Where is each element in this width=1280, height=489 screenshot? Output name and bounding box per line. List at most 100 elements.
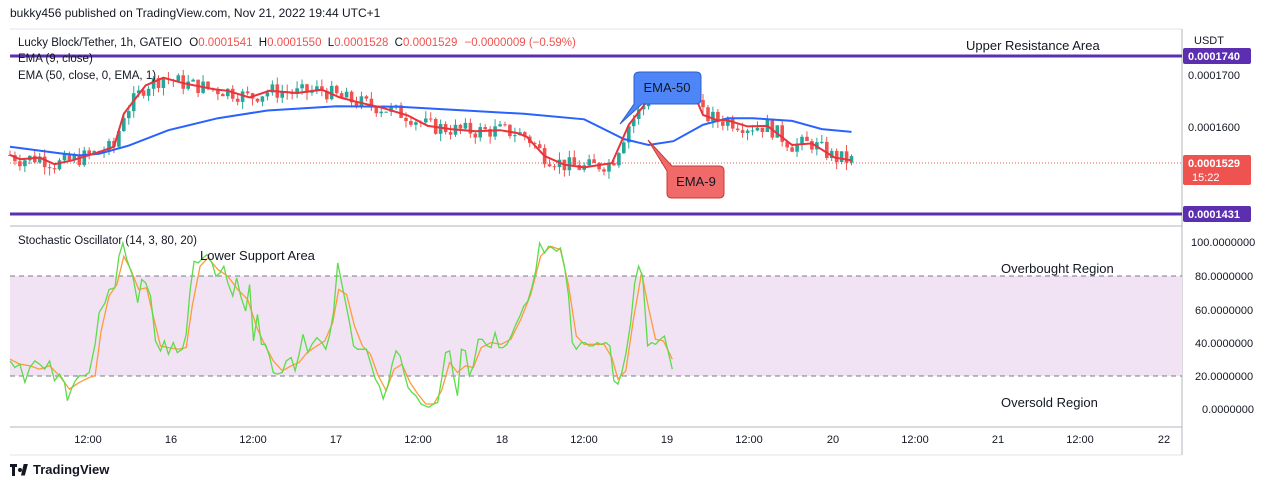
- candle-body[interactable]: [161, 78, 166, 88]
- candle-body[interactable]: [127, 111, 131, 119]
- candle-body[interactable]: [829, 150, 834, 158]
- candle-body[interactable]: [750, 130, 755, 132]
- candle-body[interactable]: [156, 78, 161, 88]
- candle-body[interactable]: [760, 127, 765, 132]
- candle-body[interactable]: [523, 132, 527, 137]
- candle-body[interactable]: [320, 86, 324, 91]
- candle-body[interactable]: [374, 106, 379, 114]
- candle-body[interactable]: [735, 128, 740, 131]
- candle-body[interactable]: [37, 156, 42, 163]
- candle-body[interactable]: [176, 75, 181, 81]
- candle-body[interactable]: [245, 91, 250, 94]
- candle-body[interactable]: [230, 88, 235, 99]
- candle-body[interactable]: [181, 75, 185, 89]
- candle-body[interactable]: [72, 155, 77, 161]
- candle-body[interactable]: [612, 163, 616, 166]
- candle-body[interactable]: [483, 127, 487, 130]
- candle-body[interactable]: [790, 147, 794, 152]
- candle-body[interactable]: [305, 84, 309, 93]
- candle-body[interactable]: [404, 117, 408, 121]
- candle-body[interactable]: [62, 154, 67, 161]
- candle-body[interactable]: [745, 130, 750, 134]
- candle-body[interactable]: [820, 141, 824, 143]
- candle-body[interactable]: [834, 150, 839, 163]
- candle-body[interactable]: [300, 84, 304, 89]
- candle-body[interactable]: [151, 78, 156, 89]
- candle-body[interactable]: [77, 155, 82, 166]
- candle-body[interactable]: [87, 150, 91, 154]
- candle-body[interactable]: [280, 91, 284, 98]
- candle-body[interactable]: [146, 88, 151, 96]
- candle-body[interactable]: [740, 130, 745, 133]
- ema50-line[interactable]: [9, 105, 852, 157]
- candle-body[interactable]: [334, 85, 339, 94]
- candle-body[interactable]: [795, 143, 799, 152]
- candle-body[interactable]: [136, 90, 141, 94]
- candle-body[interactable]: [508, 124, 512, 137]
- candle-body[interactable]: [592, 159, 596, 163]
- candle-body[interactable]: [785, 141, 789, 148]
- candle-body[interactable]: [844, 151, 849, 163]
- candle-body[interactable]: [255, 98, 260, 102]
- candle-body[interactable]: [537, 144, 542, 148]
- candle-body[interactable]: [478, 127, 482, 138]
- candle-body[interactable]: [107, 141, 111, 152]
- candle-body[interactable]: [414, 122, 418, 125]
- candle-body[interactable]: [636, 109, 641, 119]
- candle-body[interactable]: [810, 141, 814, 150]
- candle-body[interactable]: [52, 168, 57, 170]
- ema50-callout[interactable]: EMA-50: [619, 71, 702, 125]
- candle-body[interactable]: [122, 118, 126, 131]
- candle-body[interactable]: [825, 141, 829, 158]
- candle-body[interactable]: [325, 90, 329, 100]
- candle-body[interactable]: [617, 153, 621, 166]
- candle-body[interactable]: [191, 79, 195, 82]
- candle-body[interactable]: [547, 164, 552, 167]
- candle-body[interactable]: [513, 135, 517, 137]
- candle-body[interactable]: [468, 122, 473, 134]
- candle-body[interactable]: [344, 91, 349, 98]
- candle-body[interactable]: [701, 100, 705, 108]
- candle-body[interactable]: [631, 119, 636, 127]
- candle-body[interactable]: [706, 107, 710, 122]
- candle-body[interactable]: [240, 91, 245, 102]
- candle-body[interactable]: [428, 118, 433, 120]
- candle-body[interactable]: [532, 143, 537, 145]
- candle-body[interactable]: [42, 156, 47, 168]
- candle-body[interactable]: [221, 94, 225, 97]
- ema9-line[interactable]: [9, 76, 852, 169]
- candle-body[interactable]: [622, 142, 626, 154]
- candle-body[interactable]: [369, 98, 374, 107]
- candle-body[interactable]: [641, 106, 646, 110]
- candle-body[interactable]: [597, 162, 601, 170]
- candle-body[interactable]: [92, 151, 96, 154]
- candle-body[interactable]: [260, 96, 265, 102]
- candle-body[interactable]: [503, 124, 507, 126]
- candle-body[interactable]: [780, 125, 784, 142]
- candle-body[interactable]: [389, 106, 393, 112]
- candle-body[interactable]: [730, 118, 735, 129]
- candle-body[interactable]: [438, 124, 443, 134]
- candle-body[interactable]: [82, 150, 87, 166]
- candle-body[interactable]: [216, 89, 220, 95]
- tradingview-footer[interactable]: TradingView: [10, 462, 109, 477]
- candle-body[interactable]: [726, 118, 730, 126]
- candle-body[interactable]: [800, 136, 804, 144]
- candle-body[interactable]: [498, 124, 502, 127]
- candle-body[interactable]: [47, 167, 52, 169]
- candle-body[interactable]: [18, 161, 22, 167]
- candle-body[interactable]: [379, 111, 383, 114]
- candle-body[interactable]: [364, 96, 369, 99]
- candle-body[interactable]: [775, 125, 780, 138]
- candle-body[interactable]: [354, 102, 359, 107]
- candle-body[interactable]: [67, 154, 72, 161]
- candle-body[interactable]: [587, 159, 591, 166]
- candle-body[interactable]: [141, 90, 146, 96]
- candle-body[interactable]: [463, 122, 468, 129]
- candle-body[interactable]: [716, 111, 720, 122]
- candle-body[interactable]: [567, 157, 572, 171]
- candle-body[interactable]: [329, 85, 334, 100]
- candle-body[interactable]: [602, 169, 606, 172]
- candle-body[interactable]: [493, 126, 497, 137]
